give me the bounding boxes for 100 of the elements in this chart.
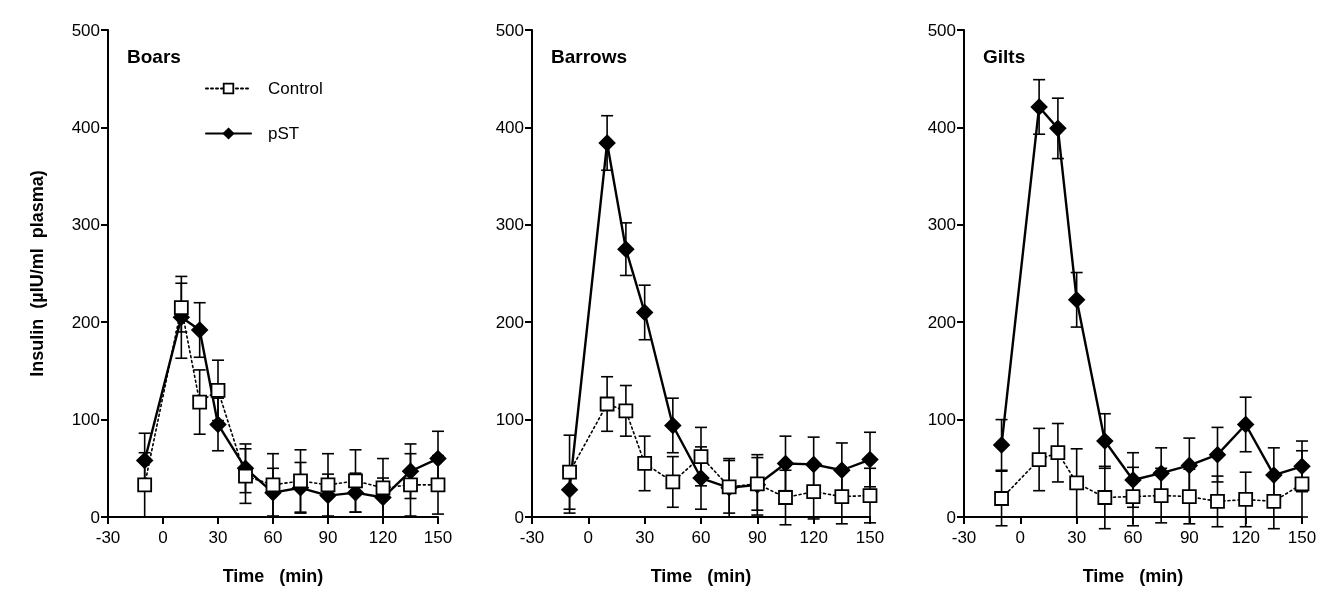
- text: Gilts: [983, 46, 1026, 67]
- x-tick-label: 0: [583, 528, 594, 547]
- legend-label: Control: [268, 79, 323, 98]
- x-tick-label: 120: [1231, 528, 1260, 547]
- point: [833, 461, 851, 479]
- y-tick-label: 0: [90, 507, 100, 527]
- x-tick-label: 30: [208, 528, 228, 547]
- point: [429, 450, 447, 467]
- x-tick-label: 60: [1123, 528, 1143, 547]
- point: [1050, 445, 1066, 461]
- x-tick-label: 0: [1015, 528, 1026, 547]
- x-tick-label: 30: [635, 528, 655, 547]
- point: [1031, 452, 1047, 467]
- point: [209, 416, 227, 433]
- y-tick-label: 300: [71, 215, 100, 235]
- point: [1152, 464, 1170, 482]
- point: [1209, 446, 1226, 464]
- point: [430, 477, 446, 493]
- point: [1125, 489, 1141, 504]
- point: [375, 480, 391, 496]
- x-tick-label: 150: [1287, 528, 1317, 547]
- point: [805, 456, 823, 473]
- point: [1097, 490, 1113, 505]
- x-tick-label: 90: [1179, 528, 1199, 547]
- y-tick-label: 500: [495, 20, 524, 40]
- point: [599, 396, 615, 412]
- point: [403, 477, 418, 493]
- x-tick-label: -30: [95, 528, 121, 547]
- text: Boars: [127, 46, 181, 67]
- point: [1153, 488, 1169, 503]
- x-axis-title: Time (min): [1082, 566, 1184, 586]
- point: [293, 473, 308, 489]
- point: [806, 484, 822, 500]
- x-tick-label: -30: [951, 528, 977, 547]
- point: [637, 456, 653, 471]
- point: [561, 481, 578, 499]
- x-tick-label: 120: [368, 528, 398, 547]
- point: [693, 449, 709, 465]
- x-tick-label: 0: [158, 528, 168, 547]
- x-axis-title: Time (min): [650, 566, 752, 586]
- legend-label: pST: [268, 124, 300, 143]
- point: [777, 455, 794, 472]
- point: [1294, 476, 1310, 492]
- point: [834, 489, 850, 504]
- y-tick-label: 100: [71, 410, 100, 430]
- point: [1237, 416, 1255, 433]
- point: [1293, 457, 1311, 475]
- point: [348, 473, 363, 489]
- y-tick-label: 400: [927, 117, 956, 137]
- point: [173, 300, 189, 315]
- point: [862, 488, 878, 503]
- x-tick-label: 90: [747, 528, 767, 547]
- x-tick-label: 150: [423, 528, 453, 547]
- point: [1210, 494, 1225, 509]
- point: [191, 321, 209, 339]
- y-tick-label: 0: [946, 507, 956, 527]
- point: [238, 468, 253, 484]
- point: [692, 469, 710, 487]
- point: [1266, 494, 1282, 509]
- point: [136, 452, 154, 469]
- y-tick-label: 100: [927, 410, 956, 430]
- y-tick-label: 0: [514, 507, 524, 527]
- point: [1069, 475, 1085, 491]
- y-tick-label: 200: [495, 312, 524, 332]
- x-tick-label: 150: [855, 528, 885, 547]
- point: [861, 451, 879, 468]
- x-tick-label: -30: [519, 528, 545, 547]
- point: [618, 403, 634, 419]
- x-tick-label: 90: [318, 528, 338, 547]
- x-tick-label: 60: [263, 528, 283, 547]
- y-tick-label: 500: [71, 20, 100, 40]
- point: [192, 394, 208, 410]
- y-tick-label: 500: [927, 20, 956, 40]
- point: [1180, 456, 1198, 474]
- point: [1265, 466, 1283, 484]
- x-axis-title: Time (min): [222, 566, 324, 586]
- point: [1096, 432, 1114, 450]
- point: [778, 490, 793, 505]
- y-axis-title: Insulin (µIU/ml plasma): [27, 170, 47, 377]
- point: [265, 477, 281, 493]
- point: [1181, 489, 1197, 504]
- y-tick-label: 300: [927, 215, 956, 235]
- x-tick-label: 30: [1067, 528, 1087, 547]
- y-tick-label: 400: [495, 117, 524, 137]
- y-tick-label: 100: [495, 410, 524, 430]
- point: [636, 304, 654, 321]
- point: [664, 417, 682, 434]
- y-tick-label: 200: [927, 312, 956, 332]
- point: [994, 491, 1009, 506]
- point: [562, 464, 577, 480]
- point: [210, 382, 226, 398]
- point: [1030, 98, 1048, 116]
- point: [598, 134, 616, 152]
- point: [1049, 119, 1067, 137]
- point: [1068, 291, 1086, 309]
- point: [1238, 492, 1254, 507]
- point: [993, 436, 1010, 454]
- point: [617, 240, 635, 258]
- point: [665, 474, 681, 490]
- y-tick-label: 300: [495, 215, 524, 235]
